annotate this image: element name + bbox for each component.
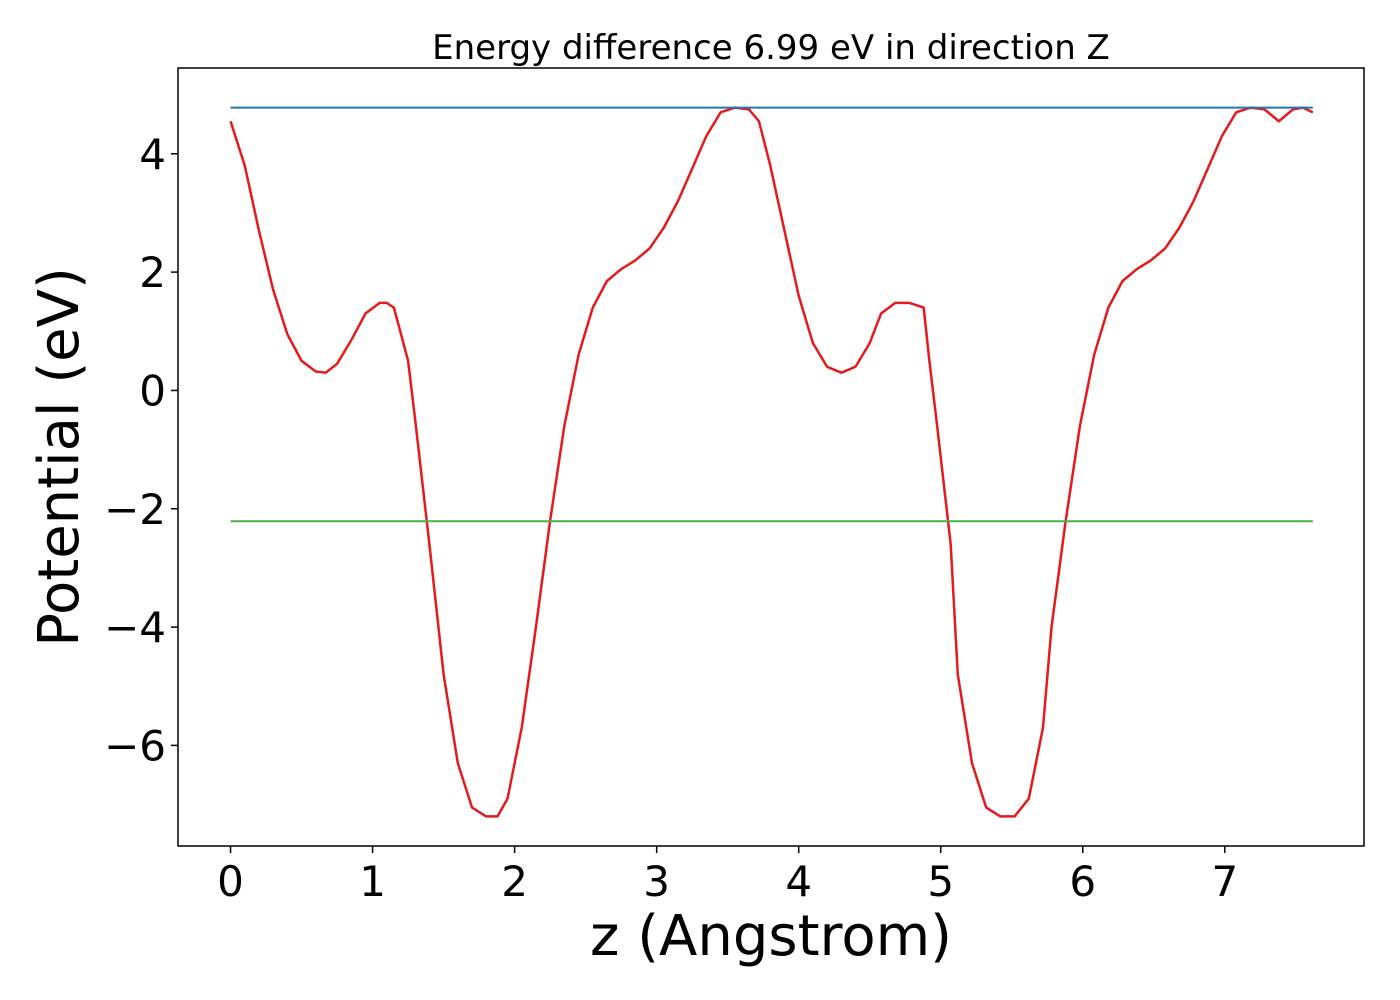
x-tick-label: 4 (785, 857, 812, 906)
x-tick-label: 7 (1211, 857, 1238, 906)
x-tick-label: 6 (1069, 857, 1096, 906)
y-tick-label: −2 (104, 485, 166, 534)
y-axis-ticks: −6 −4 −2 0 2 4 (104, 130, 178, 770)
y-tick-label: −6 (104, 721, 166, 770)
chart-title: Energy difference 6.99 eV in direction Z (432, 28, 1110, 68)
y-tick-label: 0 (139, 366, 166, 415)
x-tick-label: 1 (359, 857, 386, 906)
y-tick-label: 2 (139, 248, 166, 297)
series-line-0 (229, 106, 1314, 818)
x-tick-label: 2 (501, 857, 528, 906)
y-tick-label: −4 (104, 603, 166, 652)
x-tick-label: 3 (643, 857, 670, 906)
plot-area (177, 67, 1365, 847)
x-axis-ticks: 0 1 2 3 4 5 6 7 (217, 846, 1238, 906)
x-tick-label: 5 (927, 857, 954, 906)
x-tick-label: 0 (217, 857, 244, 906)
x-axis-label: z (Angstrom) (590, 904, 952, 969)
series-layer (229, 106, 1314, 818)
y-axis-label: Potential (eV) (27, 267, 92, 647)
y-tick-label: 4 (139, 130, 166, 179)
